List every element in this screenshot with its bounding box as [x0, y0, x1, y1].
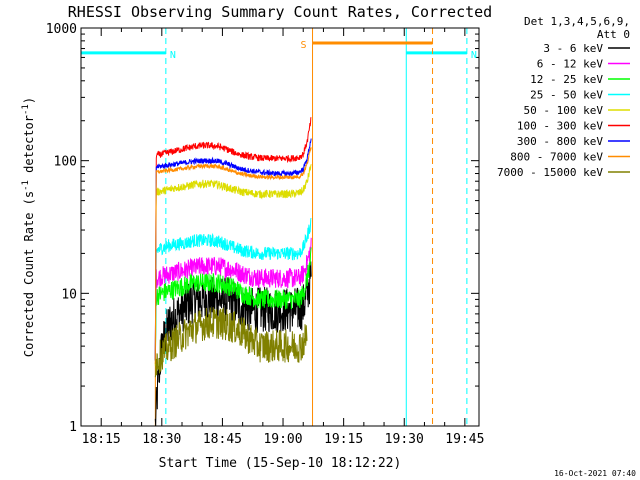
flag-letter-n: N [170, 50, 176, 61]
x-tick-label-2: 18:45 [203, 432, 242, 447]
legend-label-8: 7000 - 15000 keV [497, 166, 603, 179]
plot-frame [80, 27, 480, 427]
series-line-5 [154, 116, 312, 360]
flag-letter-s: S [301, 40, 307, 51]
series-line-7 [154, 146, 312, 364]
flag-line-s-2 [312, 28, 434, 426]
x-tick-label-5: 19:30 [385, 432, 424, 447]
series-line-6 [154, 138, 312, 361]
legend-label-7: 800 - 7000 keV [510, 151, 603, 164]
y-tick-label-1: 10 [61, 287, 77, 302]
y-tick-label-0: 1 [69, 420, 77, 435]
legend: Det 1,3,4,5,6,9, Att 0 3 - 6 keV 6 - 12 k… [497, 15, 630, 179]
legend-header-line1: Det 1,3,4,5,6,9, [524, 15, 630, 28]
legend-label-2: 12 - 25 keV [530, 73, 603, 86]
x-tick-label-3: 19:00 [263, 432, 302, 447]
flag-line-n-1 [405, 28, 468, 426]
flag-line-n-0 [81, 28, 167, 426]
legend-label-6: 300 - 800 keV [517, 135, 603, 148]
x-tick-label-0: 18:15 [82, 432, 121, 447]
footer-timestamp: 16-Oct-2021 07:40 [554, 469, 636, 478]
flag-letter-n: N [471, 50, 477, 61]
x-tick-label-6: 19:45 [445, 432, 484, 447]
x-tick-label-1: 18:30 [142, 432, 181, 447]
y-tick-label-2: 100 [54, 155, 77, 170]
legend-label-1: 6 - 12 keV [537, 58, 604, 71]
y-axis-label: Corrected Count Rate (s-1 detector-1) [21, 97, 36, 357]
series-line-2 [154, 247, 312, 361]
x-axis-label: Start Time (15-Sep-10 18:12:22) [159, 456, 402, 471]
legend-label-5: 100 - 300 keV [517, 120, 603, 133]
x-tick-label-4: 19:15 [324, 432, 363, 447]
chart-title: RHESSI Observing Summary Count Rates, Co… [68, 3, 492, 21]
legend-label-3: 25 - 50 keV [530, 89, 603, 102]
series-line-3 [154, 218, 312, 359]
legend-label-4: 50 - 100 keV [524, 104, 604, 117]
y-axis: 1 10 100 1000 [46, 22, 479, 435]
series-line-4 [154, 164, 312, 366]
legend-header-line2: Att 0 [597, 28, 630, 41]
series-line-8 [154, 307, 308, 378]
x-axis: 18:15 18:30 18:45 19:00 19:15 19:30 19:45 [82, 28, 484, 447]
series-line-1 [154, 237, 312, 358]
legend-label-0: 3 - 6 keV [543, 42, 603, 55]
y-tick-label-3: 1000 [46, 22, 77, 37]
